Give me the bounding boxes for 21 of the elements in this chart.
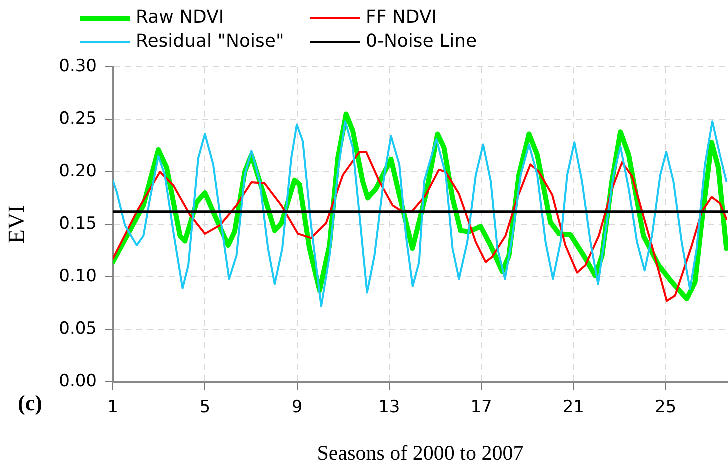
text: (c) — [18, 390, 42, 416]
y-tick-label: 0.30 — [59, 56, 97, 76]
x-tick-label: 1 — [108, 398, 118, 418]
x-tick-label: 5 — [200, 398, 211, 418]
legend-label: Raw NDVI — [136, 6, 224, 30]
y-tick-label: 0.00 — [59, 371, 97, 392]
y-axis-title: EVI — [4, 205, 29, 244]
y-tick-label: 0.05 — [59, 318, 97, 339]
x-tick-label: 17 — [470, 398, 492, 418]
x-tick-label: 21 — [562, 398, 584, 418]
legend-label: FF NDVI — [366, 6, 438, 30]
y-tick-label: 0.10 — [59, 266, 97, 286]
y-tick-label: 0.20 — [59, 161, 97, 182]
legend-label: Residual "Noise" — [136, 30, 284, 54]
x-tick-label: 9 — [292, 398, 303, 418]
y-tick-label: 0.25 — [59, 108, 97, 129]
x-tick-label: 25 — [654, 398, 677, 418]
legend-label: 0-Noise Line — [366, 30, 478, 54]
x-tick-label: 13 — [378, 398, 400, 418]
x-axis-title: Seasons of 2000 to 2007 — [317, 440, 524, 465]
y-tick-label: 0.15 — [59, 214, 97, 234]
